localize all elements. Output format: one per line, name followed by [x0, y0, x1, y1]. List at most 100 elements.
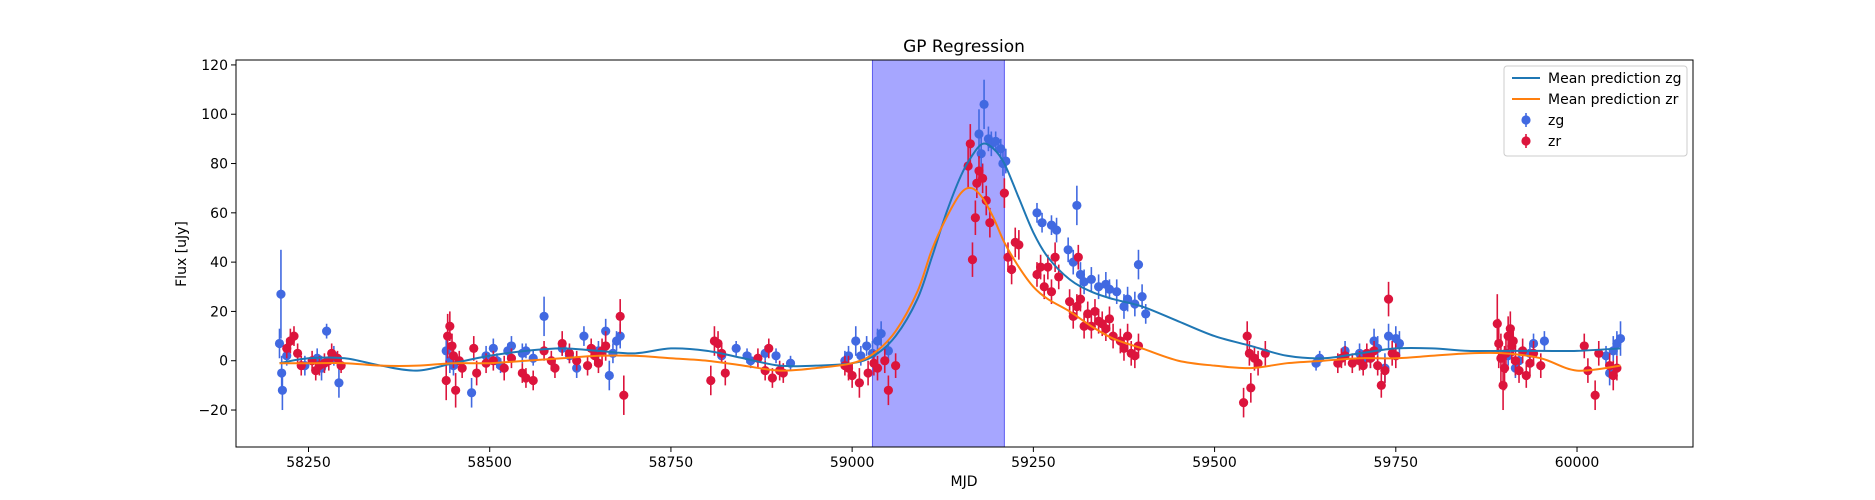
data-point [1608, 370, 1618, 381]
data-point [1007, 264, 1017, 275]
data-point [604, 370, 614, 381]
legend-label: Mean prediction zr [1548, 92, 1679, 108]
data-point [1383, 294, 1394, 304]
data-point [1137, 292, 1147, 302]
data-point [1122, 331, 1133, 341]
legend-label: zr [1548, 134, 1561, 150]
data-point [1508, 336, 1518, 346]
data-point [1036, 262, 1046, 272]
y-tick-label: 40 [210, 255, 228, 271]
data-point [1073, 252, 1083, 262]
data-point [447, 341, 457, 351]
data-point [1246, 383, 1256, 393]
y-tick-label: 80 [210, 157, 228, 173]
data-point [991, 136, 1001, 146]
data-point [1358, 361, 1368, 371]
data-point [1514, 365, 1524, 376]
data-point [488, 343, 498, 354]
data-point [579, 331, 589, 341]
prediction-lines-layer [279, 142, 1621, 372]
data-point [539, 311, 549, 321]
data-point [764, 343, 774, 354]
data-point [706, 375, 716, 386]
y-tick-label: 0 [219, 354, 228, 370]
data-point [1075, 269, 1086, 280]
data-point [1498, 380, 1508, 390]
data-point [872, 363, 883, 373]
data-point [876, 329, 886, 339]
data-point [1032, 269, 1042, 280]
data-point [451, 385, 461, 395]
data-point [334, 378, 344, 388]
data-point [274, 338, 285, 349]
data-point [974, 129, 984, 139]
data-point [619, 390, 629, 400]
x-tick-label: 59750 [1374, 455, 1419, 471]
data-point [466, 388, 477, 398]
data-point [601, 341, 611, 351]
data-point [863, 368, 873, 378]
legend-marker-swatch [1521, 115, 1531, 125]
data-point [1051, 225, 1062, 235]
data-point [521, 373, 531, 383]
data-point [322, 326, 332, 336]
y-tick-label: 100 [201, 107, 228, 123]
data-point [891, 361, 901, 371]
data-point [499, 363, 509, 373]
data-point [506, 353, 517, 363]
data-point [1539, 336, 1550, 346]
data-point [1525, 358, 1535, 368]
data-point [1079, 277, 1089, 287]
data-point [720, 368, 730, 378]
data-point [528, 375, 538, 386]
data-point [1347, 358, 1357, 368]
data-point [443, 331, 453, 341]
data-point [1050, 252, 1060, 262]
data-point [1394, 338, 1405, 349]
shaded-region [871, 59, 1005, 448]
data-point [1499, 363, 1510, 373]
data-point [1054, 272, 1064, 282]
data-point [557, 338, 567, 349]
data-point [1014, 240, 1024, 250]
data-point [1112, 287, 1122, 297]
data-point [965, 139, 975, 149]
data-point [771, 351, 781, 361]
x-tick-label: 58750 [649, 455, 694, 471]
data-point [282, 343, 292, 354]
data-point [472, 368, 482, 378]
data-point [1590, 390, 1600, 400]
data-point [1615, 333, 1626, 344]
data-point [851, 336, 861, 346]
data-point [1521, 370, 1531, 381]
data-point [1141, 309, 1151, 319]
x-tick-label: 59250 [1011, 455, 1056, 471]
data-point [963, 161, 973, 171]
legend-box [1503, 65, 1688, 157]
y-tick-label: 60 [210, 206, 228, 222]
legend-label: Mean prediction zg [1548, 71, 1682, 87]
data-point [276, 289, 286, 299]
data-point [854, 378, 864, 388]
x-axis-title: MJD [951, 474, 978, 490]
data-point [615, 311, 625, 321]
data-point [1492, 319, 1502, 329]
chart-title: GP Regression [903, 37, 1025, 57]
data-point [293, 348, 303, 358]
data-point [1072, 200, 1082, 211]
data-point [1043, 262, 1053, 272]
data-point [970, 213, 980, 223]
data-point [1601, 351, 1611, 361]
data-point [1065, 296, 1075, 307]
x-tick-label: 58500 [467, 455, 512, 471]
data-point [1101, 324, 1111, 334]
data-point [872, 336, 883, 346]
data-point [856, 351, 866, 361]
data-point [1104, 314, 1115, 324]
data-point [1536, 361, 1546, 371]
data-point [1063, 245, 1073, 255]
data-point [978, 173, 988, 183]
data-point [985, 218, 995, 228]
data-point [1373, 361, 1383, 371]
